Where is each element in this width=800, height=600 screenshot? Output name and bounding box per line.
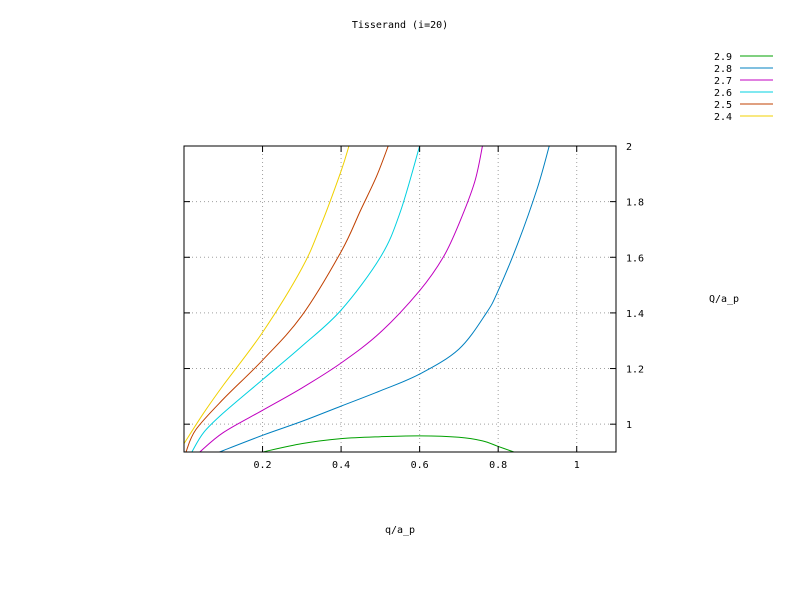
legend-label: 2.8: [714, 64, 732, 75]
y-tick-label: 1.8: [626, 198, 644, 209]
y-tick-label: 1: [626, 420, 632, 431]
series-line-2.4: [184, 146, 350, 444]
plot-frame: [183, 145, 617, 453]
series-line-2.7: [199, 146, 483, 452]
legend-label: 2.4: [714, 112, 732, 123]
legend-label: 2.5: [714, 100, 732, 111]
series-line-2.6: [191, 146, 421, 452]
axis-ticks: 0.2 0.4 0.6 0.8 1 1 1.2 1.4 1.6 1.8 2: [184, 142, 644, 471]
y-tick-label: 2: [626, 142, 632, 153]
grid: [184, 145, 616, 452]
x-tick-label: 0.2: [254, 460, 272, 471]
legend-label: 2.7: [714, 76, 732, 87]
x-tick-label: 1: [574, 460, 580, 471]
y-tick-label: 1.4: [626, 309, 644, 320]
series-group: [184, 146, 550, 452]
legend: 2.92.82.72.62.52.4: [714, 52, 773, 123]
legend-label: 2.6: [714, 88, 732, 99]
x-axis-label: q/a_p: [385, 525, 415, 536]
x-tick-label: 0.4: [332, 460, 350, 471]
y-tick-label: 1.6: [626, 253, 644, 264]
x-tick-label: 0.8: [489, 460, 507, 471]
x-tick-label: 0.6: [411, 460, 429, 471]
y-tick-label: 1.2: [626, 365, 644, 376]
series-line-2.9: [262, 435, 515, 452]
series-line-2.5: [185, 146, 389, 452]
series-line-2.8: [219, 146, 550, 452]
chart-title: Tisserand (i=20): [352, 20, 448, 31]
y-axis-label: Q/a_p: [709, 294, 739, 305]
legend-label: 2.9: [714, 52, 732, 63]
